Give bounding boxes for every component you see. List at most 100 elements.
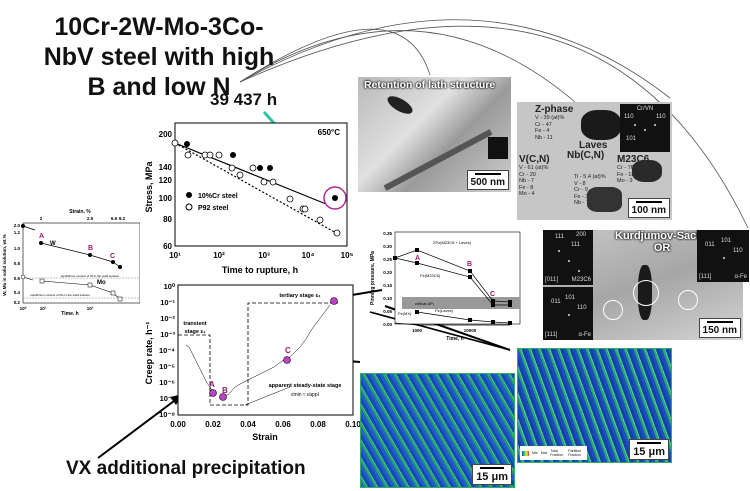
svg-text:0.6: 0.6 bbox=[14, 276, 21, 281]
tem-precipitates-image: Z-phase V - 39 (at)% Cr - 47 Fe - 4 Nb - 11… bbox=[517, 102, 672, 220]
solid-solution-chart: Strain, % 2 2.5 6.5 9.2 2.0 1.2 1.0 0.8 0.6 0.4 0… bbox=[2, 209, 140, 315]
svg-text:0.25: 0.25 bbox=[383, 257, 392, 262]
svg-text:A: A bbox=[415, 255, 420, 262]
svg-text:10⁻⁸: 10⁻⁸ bbox=[159, 410, 175, 419]
sad-pattern-alpha-fe-right: 011 101 110 [111] α-Fe bbox=[697, 230, 749, 282]
svg-text:P92 steel: P92 steel bbox=[198, 205, 228, 212]
svg-text:0.4: 0.4 bbox=[14, 290, 21, 295]
svg-text:0.15: 0.15 bbox=[383, 283, 392, 288]
svg-text:0.20: 0.20 bbox=[383, 270, 392, 275]
tem-lath-image: Retention of lath structure 500 nm bbox=[358, 77, 511, 192]
rupture-time-label: 39 437 h bbox=[210, 90, 278, 109]
svg-text:0.08: 0.08 bbox=[310, 420, 326, 429]
svg-text:140: 140 bbox=[159, 163, 173, 172]
svg-text:0.10: 0.10 bbox=[345, 420, 360, 429]
svg-text:Mo: Mo bbox=[97, 280, 106, 286]
svg-text:80: 80 bbox=[163, 215, 172, 224]
svg-text:6.5: 6.5 bbox=[111, 216, 118, 221]
svg-text:200: 200 bbox=[159, 130, 173, 139]
svg-text:10²: 10² bbox=[213, 251, 225, 260]
highlight-circle bbox=[323, 186, 347, 210]
sad-pattern-m23c6: 111 200 111 [011] M23C6 bbox=[543, 230, 593, 285]
page-title: 10Cr-2W-Mo-3Co-NbV steel with high B and… bbox=[43, 13, 275, 101]
svg-text:0.00: 0.00 bbox=[383, 322, 392, 327]
svg-text:2.0: 2.0 bbox=[14, 223, 21, 228]
svg-text:10⁴: 10⁴ bbox=[302, 251, 315, 260]
svg-text:10⁰: 10⁰ bbox=[164, 283, 176, 291]
svg-text:0.8: 0.8 bbox=[14, 261, 21, 266]
svg-text:1000: 1000 bbox=[412, 328, 423, 333]
svg-text:10⁰: 10⁰ bbox=[20, 306, 27, 311]
svg-text:W, Mo in solid solution, wt.%: W, Mo in solid solution, wt.% bbox=[2, 234, 7, 296]
pinning-pressure-chart: critical ΔP₀ 0.35 0.30 0.25 0.20 0.15 0.10 0.0… bbox=[370, 231, 521, 342]
svg-text:Pz(Laves): Pz(Laves) bbox=[435, 308, 454, 313]
sad-pattern-crvn: Cr/VN 110 110 101 bbox=[620, 104, 670, 152]
svg-text:ε̇min ≈ ε̇appl: ε̇min ≈ ε̇appl bbox=[291, 392, 319, 398]
svg-text:ΣPz(M23C6 + Laves): ΣPz(M23C6 + Laves) bbox=[433, 240, 472, 245]
svg-text:apparent steady-state stage: apparent steady-state stage bbox=[269, 383, 342, 389]
svg-text:10⁵: 10⁵ bbox=[341, 251, 354, 260]
svg-text:0.06: 0.06 bbox=[275, 420, 291, 429]
svg-text:10⁻¹: 10⁻¹ bbox=[160, 298, 175, 307]
svg-text:C: C bbox=[490, 291, 495, 298]
svg-text:equilibrium content of Mo in t: equilibrium content of Mo in the solid s… bbox=[30, 293, 90, 297]
ebsd-legend: Min Max Total Fraction Partition Fraction bbox=[520, 446, 587, 460]
svg-text:0.30: 0.30 bbox=[383, 244, 392, 249]
svg-text:C: C bbox=[110, 253, 115, 260]
vx-precipitation-label: VX additional precipitation bbox=[66, 458, 306, 479]
svg-text:Strain: Strain bbox=[252, 432, 278, 442]
svg-text:10000: 10000 bbox=[464, 328, 477, 333]
svg-text:Creep rate, h⁻¹: Creep rate, h⁻¹ bbox=[144, 322, 154, 385]
scale-bar: 100 nm bbox=[627, 198, 670, 218]
svg-text:10⁻⁵: 10⁻⁵ bbox=[159, 362, 175, 371]
svg-text:10⁻⁷: 10⁻⁷ bbox=[160, 394, 175, 403]
svg-text:10¹: 10¹ bbox=[40, 306, 47, 311]
svg-text:10¹: 10¹ bbox=[169, 251, 181, 260]
svg-text:B: B bbox=[222, 386, 228, 395]
svg-text:0.04: 0.04 bbox=[240, 420, 256, 429]
svg-text:0.10: 0.10 bbox=[383, 296, 392, 301]
svg-text:0.00: 0.00 bbox=[170, 420, 186, 429]
svg-text:W: W bbox=[50, 241, 56, 247]
svg-text:2: 2 bbox=[40, 216, 43, 221]
svg-text:critical ΔP₀: critical ΔP₀ bbox=[415, 301, 435, 306]
svg-text:10³: 10³ bbox=[258, 251, 270, 260]
svg-text:10⁻³: 10⁻³ bbox=[160, 330, 175, 339]
svg-text:1.0: 1.0 bbox=[14, 246, 21, 251]
svg-text:10⁻⁴: 10⁻⁴ bbox=[159, 346, 175, 355]
svg-text:stage ε₁: stage ε₁ bbox=[185, 329, 207, 335]
svg-text:2.5: 2.5 bbox=[87, 216, 94, 221]
svg-text:equilibrium content of W in th: equilibrium content of W in the solid so… bbox=[61, 274, 120, 278]
ebsd-map-right: Min Max Total Fraction Partition Fraction 1… bbox=[517, 348, 672, 463]
svg-text:Time, h: Time, h bbox=[61, 311, 78, 315]
svg-text:0.05: 0.05 bbox=[383, 309, 392, 314]
svg-text:10⁻²: 10⁻² bbox=[160, 314, 175, 323]
scale-bar: 500 nm bbox=[466, 170, 509, 190]
ebsd-map-left: 15 μm bbox=[360, 373, 515, 488]
svg-text:transient: transient bbox=[183, 321, 206, 327]
svg-text:9.2: 9.2 bbox=[119, 216, 126, 221]
svg-text:B: B bbox=[467, 261, 472, 268]
scale-bar: 15 μm bbox=[472, 464, 512, 485]
svg-text:60: 60 bbox=[163, 242, 172, 251]
svg-text:A: A bbox=[209, 380, 215, 389]
svg-text:B: B bbox=[88, 245, 93, 252]
svg-text:Pz(MX): Pz(MX) bbox=[398, 311, 412, 316]
svg-text:Strain, %: Strain, % bbox=[69, 209, 91, 215]
svg-text:Pinning pressure, MPa: Pinning pressure, MPa bbox=[370, 251, 376, 305]
svg-text:10%Cr steel: 10%Cr steel bbox=[198, 193, 238, 200]
svg-text:Time, h: Time, h bbox=[446, 336, 463, 342]
y-axis-label: Stress, MPa bbox=[144, 160, 154, 212]
x-axis-label: Time to rupture, h bbox=[222, 265, 298, 275]
svg-text:tertiary stage ε₃: tertiary stage ε₃ bbox=[279, 293, 321, 299]
svg-text:100: 100 bbox=[159, 194, 173, 203]
scale-bar: 150 nm bbox=[698, 318, 741, 338]
svg-text:10⁻⁶: 10⁻⁶ bbox=[159, 378, 175, 387]
svg-text:C: C bbox=[285, 346, 291, 355]
svg-text:0.02: 0.02 bbox=[205, 420, 221, 429]
scale-bar: 15 μm bbox=[629, 439, 669, 460]
sad-pattern-alpha-fe-left: 011 101 110 [111] α-Fe bbox=[543, 287, 593, 340]
temperature-label: 650°C bbox=[318, 128, 341, 137]
svg-text:1.2: 1.2 bbox=[14, 230, 21, 235]
